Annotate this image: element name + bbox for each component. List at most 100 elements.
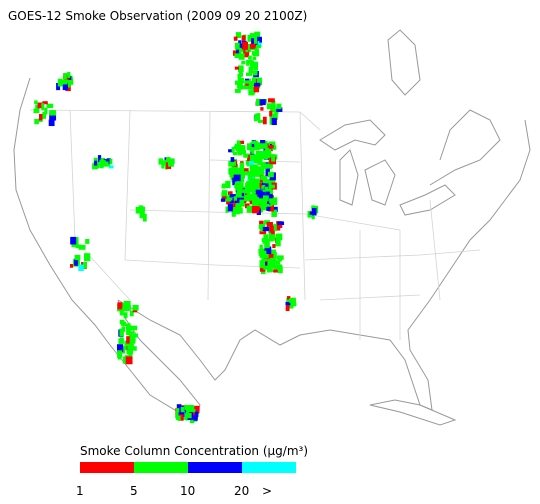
smoke-pixel [236, 140, 240, 147]
smoke-pixel [243, 190, 249, 194]
smoke-pixel [117, 350, 123, 358]
smoke-pixel [259, 244, 263, 250]
smoke-pixel [255, 189, 262, 195]
smoke-pixel [250, 33, 257, 38]
smoke-pixel [239, 162, 245, 169]
smoke-pixel [107, 162, 111, 167]
smoke-pixel [128, 334, 133, 338]
smoke-pixel [260, 162, 266, 168]
smoke-pixel [117, 302, 123, 310]
smoke-pixel [254, 36, 258, 44]
legend-label: 20 [234, 484, 249, 498]
smoke-pixel [250, 181, 257, 188]
smoke-pixel [176, 404, 182, 411]
smoke-pixel [62, 82, 68, 91]
smoke-pixel [256, 113, 261, 119]
smoke-pixel [259, 151, 267, 155]
smoke-pixel [139, 210, 145, 219]
smoke-pixel [126, 323, 131, 331]
smoke-pixel [255, 179, 261, 183]
smoke-pixel [259, 191, 266, 199]
smoke-pixel [269, 225, 274, 233]
smoke-pixel [123, 312, 128, 319]
smoke-pixel [262, 226, 270, 232]
legend-label: 10 [180, 484, 195, 498]
smoke-pixel [247, 34, 255, 42]
smoke-pixel [265, 168, 270, 177]
smoke-pixel [245, 159, 251, 166]
smoke-pixel [74, 254, 81, 261]
smoke-pixel [228, 149, 233, 153]
smoke-pixel [263, 234, 269, 242]
smoke-pixel [194, 411, 199, 418]
smoke-pixel [242, 192, 249, 199]
smoke-pixel [254, 31, 261, 38]
smoke-pixel [270, 260, 278, 266]
smoke-pixel [239, 46, 244, 53]
legend-swatch [80, 462, 134, 473]
smoke-pixel [221, 190, 228, 197]
smoke-pixel [123, 300, 129, 307]
smoke-pixel [42, 101, 48, 105]
smoke-pixel [225, 206, 229, 213]
legend-bar [80, 462, 296, 473]
smoke-pixel [142, 213, 147, 222]
smoke-pixel [271, 154, 276, 162]
smoke-pixel [85, 239, 90, 244]
smoke-pixel [253, 65, 259, 71]
smoke-pixel [275, 224, 281, 231]
smoke-pixel [237, 78, 244, 84]
smoke-pixel [270, 145, 274, 149]
smoke-pixel [269, 198, 276, 204]
smoke-pixel [256, 98, 261, 106]
smoke-pixel [263, 262, 269, 270]
smoke-pixel [119, 319, 125, 325]
smoke-pixel [225, 180, 231, 189]
smoke-pixel [252, 52, 260, 57]
smoke-pixel [237, 80, 243, 89]
legend-label: 5 [130, 484, 138, 498]
smoke-pixel [246, 59, 250, 66]
smoke-pixel [260, 202, 266, 211]
smoke-pixel [186, 409, 192, 415]
smoke-pixel [252, 56, 257, 60]
smoke-pixel [268, 171, 274, 178]
smoke-pixel [254, 140, 258, 149]
smoke-pixel [231, 147, 235, 153]
smoke-pixel [161, 160, 167, 166]
smoke-pixel [94, 160, 98, 167]
smoke-pixel [93, 157, 98, 163]
smoke-pixel [249, 43, 256, 49]
smoke-pixel [129, 342, 134, 348]
smoke-pixel [233, 196, 238, 201]
smoke-pixel [241, 35, 246, 42]
smoke-pixel [267, 266, 272, 273]
smoke-pixel [259, 267, 266, 272]
smoke-pixel [285, 303, 290, 312]
smoke-pixel [250, 178, 255, 185]
smoke-pixel [259, 230, 267, 235]
smoke-pixel [238, 65, 244, 73]
smoke-pixel [84, 253, 91, 262]
smoke-pixel [123, 345, 127, 351]
smoke-pixel [246, 181, 250, 187]
smoke-pixel [126, 349, 133, 355]
smoke-pixel [268, 203, 275, 212]
smoke-pixel [240, 149, 247, 155]
smoke-pixel [249, 159, 255, 167]
smoke-pixel [272, 113, 278, 121]
smoke-pixel [229, 194, 236, 198]
smoke-pixel [231, 164, 239, 171]
smoke-pixel [271, 206, 278, 212]
smoke-pixel [260, 198, 266, 206]
smoke-pixel [260, 175, 268, 181]
smoke-pixel [264, 241, 270, 249]
smoke-pixel [237, 189, 242, 197]
smoke-pixel [271, 117, 277, 126]
smoke-pixel [277, 266, 283, 274]
smoke-pixel [286, 296, 291, 300]
smoke-pixel [239, 199, 245, 205]
smoke-pixel [263, 195, 269, 202]
smoke-pixel [251, 189, 256, 197]
